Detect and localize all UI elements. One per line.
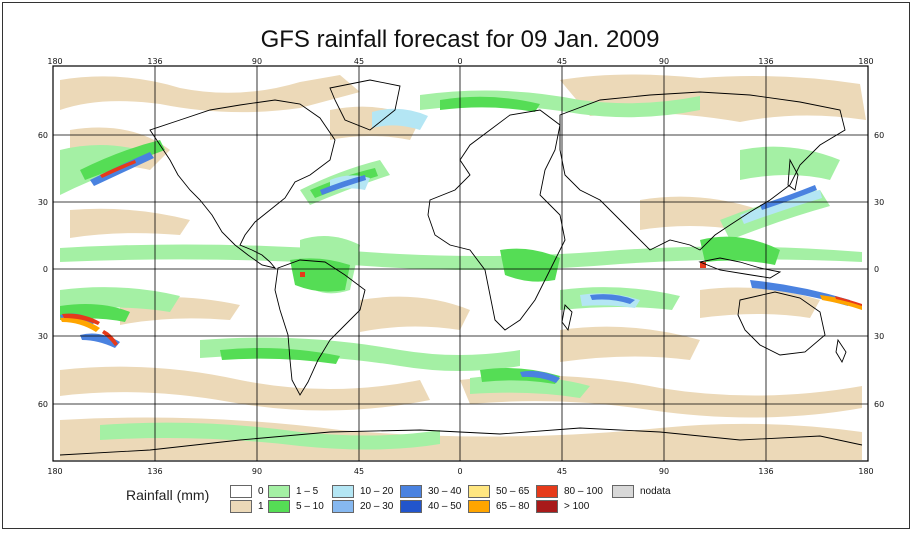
japan-outline (787, 158, 799, 191)
antarctica-outline (59, 427, 863, 456)
europe-africa-outline (427, 109, 566, 331)
bottom-lon-label: 136 (147, 467, 162, 476)
bottom-lon-label: 90 (659, 467, 669, 476)
left-lat-label: 60 (38, 400, 48, 409)
north-america-outline (149, 99, 336, 269)
asia-outline (559, 91, 846, 251)
bottom-lon-label: 90 (252, 467, 262, 476)
top-lon-label: 180 (47, 57, 62, 66)
bottom-lon-label: 45 (354, 467, 364, 476)
madagascar-outline (561, 304, 573, 332)
south-america-outline (274, 259, 366, 396)
right-lat-label: 0 (874, 265, 879, 274)
top-lon-label: 90 (659, 57, 669, 66)
right-lat-label: 60 (874, 400, 884, 409)
new-zealand-outline (835, 338, 847, 364)
greenland-outline (329, 79, 401, 131)
coastlines (59, 79, 863, 456)
left-lat-label: 30 (38, 198, 48, 207)
top-longitude-labels: 180 136 90 45 0 45 90 136 180 (47, 57, 873, 66)
bottom-lon-label: 0 (457, 467, 462, 476)
top-lon-label: 136 (758, 57, 773, 66)
top-lon-label: 0 (457, 57, 462, 66)
top-lon-label: 90 (252, 57, 262, 66)
bottom-lon-label: 180 (858, 467, 873, 476)
left-latitude-labels: 60 30 0 30 60 (38, 131, 48, 409)
bottom-lon-label: 180 (47, 467, 62, 476)
graticule (53, 66, 868, 461)
australia-outline (737, 291, 826, 356)
bottom-lon-label: 136 (758, 467, 773, 476)
map-border (52, 65, 869, 462)
top-lon-label: 180 (858, 57, 873, 66)
map-title: GFS rainfall forecast for 09 Jan. 2009 (260, 26, 660, 53)
top-lon-label: 136 (147, 57, 162, 66)
left-lat-label: 60 (38, 131, 48, 140)
top-lon-label: 45 (354, 57, 364, 66)
right-lat-label: 30 (874, 332, 884, 341)
indonesia-outline (698, 257, 782, 279)
bottom-lon-label: 45 (557, 467, 567, 476)
left-lat-label: 0 (43, 265, 48, 274)
bottom-longitude-labels: 180 136 90 45 0 45 90 136 180 (47, 467, 873, 476)
rain-80-100-areas (62, 160, 862, 346)
rain-65-80-areas (60, 295, 862, 332)
right-lat-label: 30 (874, 198, 884, 207)
top-lon-label: 45 (557, 57, 567, 66)
right-lat-label: 60 (874, 131, 884, 140)
right-latitude-labels: 60 30 0 30 60 (874, 131, 884, 409)
left-lat-label: 30 (38, 332, 48, 341)
